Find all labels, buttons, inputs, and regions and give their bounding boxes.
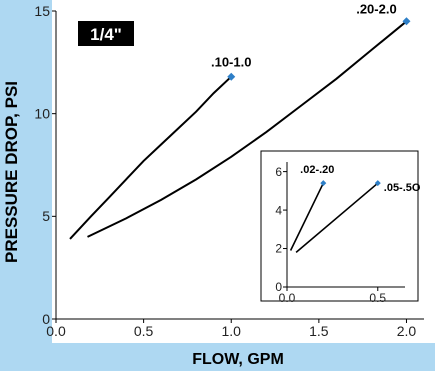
inset-x-tick-label: 0.0 (279, 291, 296, 305)
y-tick-label: 5 (42, 208, 50, 224)
series-end-marker (227, 72, 236, 81)
main-plot-area: 0.0 0.5 1.0 1.5 2.0 0 5 10 15 .10-1.0 .20-2.0 (34, 1, 424, 339)
series-label: .20-2.0 (356, 1, 396, 16)
frame-bottom-band (0, 343, 435, 371)
inset-series-label: .02-.20 (300, 164, 334, 176)
inset-series-line (295, 182, 379, 254)
inset-series-end-marker (374, 180, 381, 187)
inset-y-tick-label: 4 (275, 203, 282, 217)
inset-series-label: .05-.5O (384, 182, 421, 194)
inset-y-tick-label: 6 (275, 165, 282, 179)
y-tick-label: 15 (34, 3, 50, 19)
y-tick-label: 0 (42, 311, 50, 327)
frame-left-band (0, 0, 52, 371)
inset-series-end-marker (320, 180, 327, 187)
size-badge (78, 21, 134, 46)
inset-y-tick-label: 0 (275, 280, 282, 294)
inset-plot-area: 0.0 0.5 0 2 4 6 .02-.20 .05-.5O (260, 150, 421, 305)
series-end-marker (402, 17, 411, 26)
x-tick-label: 0.5 (134, 323, 154, 339)
x-axis-title: FLOW, GPM (192, 351, 284, 368)
y-axis-title: PRESSURE DROP, PSI (2, 81, 21, 263)
inset-border (260, 150, 419, 302)
y-tick-label: 10 (34, 106, 50, 122)
x-tick-label: 1.0 (222, 323, 242, 339)
series-line (87, 20, 408, 238)
inset-series-line (289, 182, 325, 251)
x-tick-label: 0.0 (46, 323, 66, 339)
series-line (69, 75, 232, 240)
series-label: .10-1.0 (211, 55, 251, 70)
size-badge-label: 1/4" (90, 25, 122, 44)
inset-x-tick-label: 0.5 (369, 291, 386, 305)
x-tick-label: 1.5 (309, 323, 329, 339)
x-tick-label: 2.0 (397, 323, 417, 339)
inset-y-tick-label: 2 (275, 242, 282, 256)
